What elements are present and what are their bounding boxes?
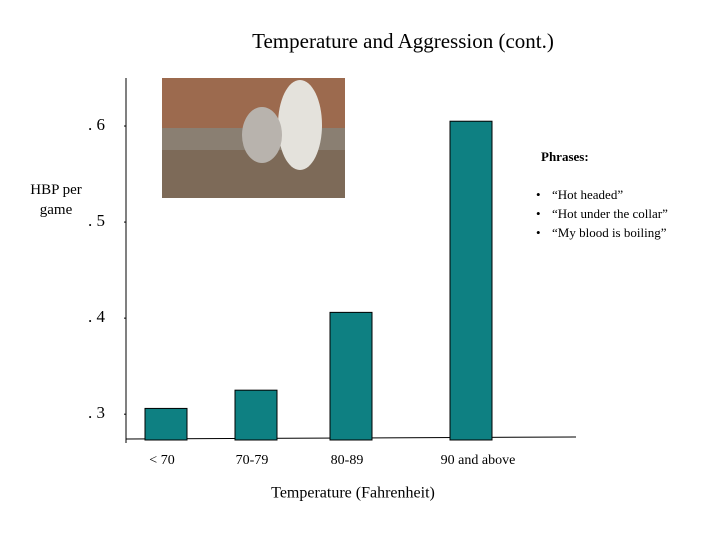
x-tick-label: 90 and above — [441, 453, 516, 468]
bar — [234, 389, 278, 441]
chart-title: Temperature and Aggression (cont.) — [252, 29, 554, 53]
phrase: “Hot under the collar” — [552, 206, 668, 221]
y-tick-label: . 5 — [88, 211, 105, 230]
y-tick-label: . 4 — [88, 307, 106, 326]
y-tick-label: . 6 — [88, 115, 105, 134]
phrase: “My blood is boiling” — [552, 225, 667, 240]
bullet: • — [536, 225, 541, 240]
bullet: • — [536, 187, 541, 202]
bullet: • — [536, 206, 541, 221]
phrase: “Hot headed” — [552, 187, 623, 202]
x-axis-label: Temperature (Fahrenheit) — [271, 485, 435, 502]
phrases-heading: Phrases: — [541, 149, 589, 164]
x-tick-label: 80-89 — [331, 453, 364, 468]
bar — [449, 120, 493, 441]
photo — [162, 78, 345, 198]
y-axis-label: HBP per game — [30, 182, 82, 218]
x-tick-label: < 70 — [149, 453, 174, 468]
x-tick-label: 70-79 — [236, 453, 269, 468]
y-tick-label: . 3 — [88, 403, 105, 422]
bar — [144, 407, 188, 441]
bar — [329, 311, 373, 441]
